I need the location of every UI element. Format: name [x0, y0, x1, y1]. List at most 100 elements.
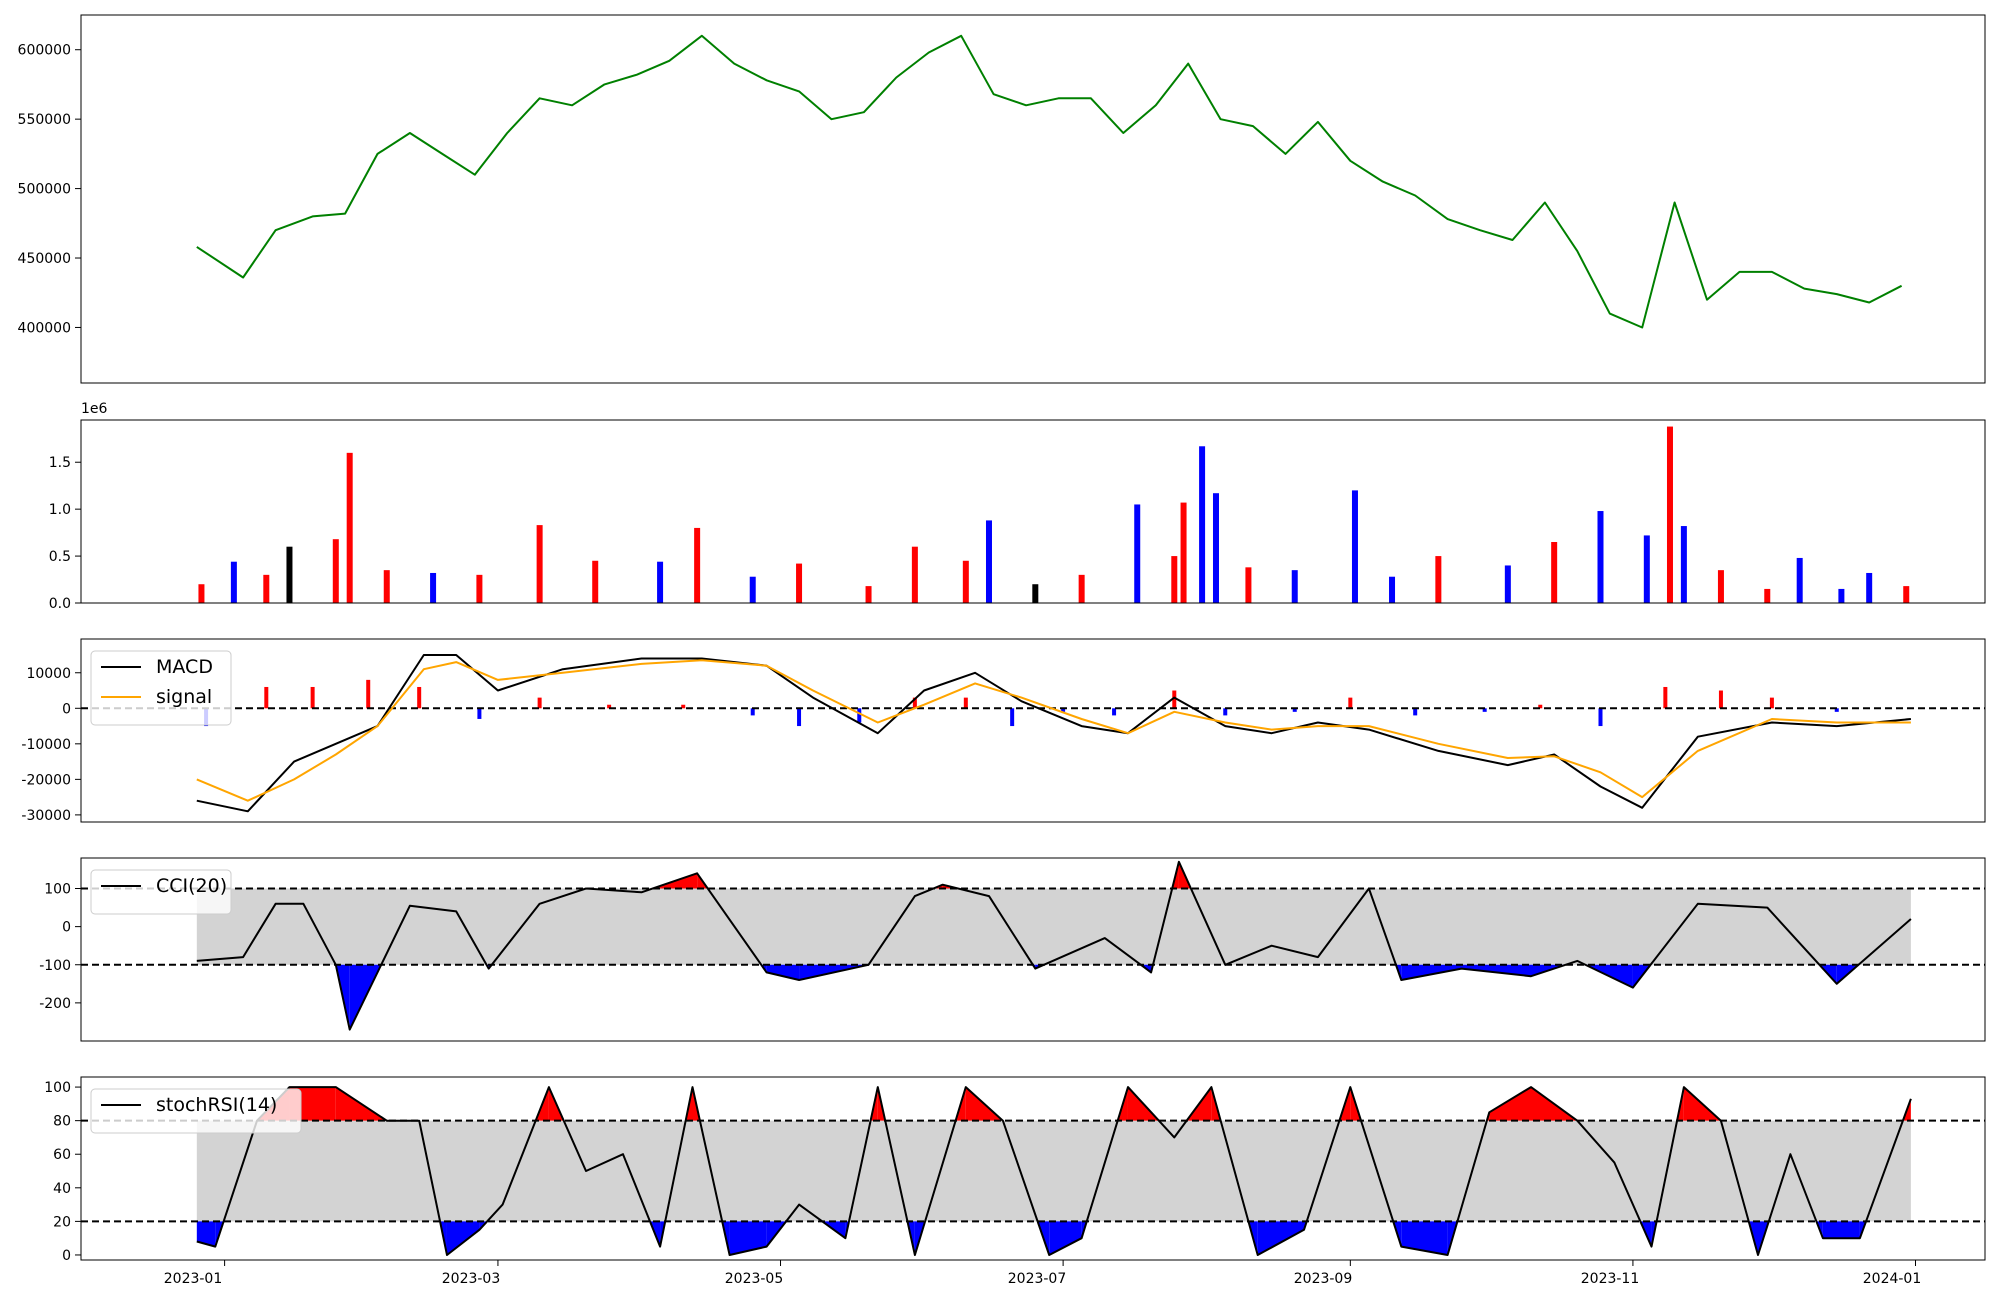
macd-histogram-bar	[1112, 708, 1117, 716]
y-tick-label: 0.0	[49, 596, 71, 612]
macd-histogram-bar	[366, 679, 371, 709]
volume-bar	[430, 572, 437, 603]
axes-frame	[80, 419, 1986, 604]
volume-bar	[1796, 557, 1803, 603]
legend-box	[90, 1088, 302, 1134]
volume-bar	[1838, 588, 1845, 603]
volume-bar	[1504, 565, 1511, 603]
x-tick-label: 2023-03	[442, 1271, 501, 1287]
y-tick-label: -200	[39, 996, 71, 1012]
macd-histogram-bar	[1834, 708, 1839, 712]
y-tick-label: 500000	[18, 182, 71, 198]
volume-panel: 0.0 0.5 1.0 1.5 1e6	[49, 401, 1986, 612]
volume-bar	[1717, 570, 1724, 603]
oversold-fill	[766, 964, 800, 980]
y-tick-label: 0	[62, 1248, 71, 1264]
overbought-fill	[1489, 1087, 1532, 1121]
volume-bar	[1032, 584, 1039, 603]
volume-bar	[1903, 586, 1910, 603]
volume-bar	[1680, 526, 1687, 603]
y-tick-label: 0	[62, 920, 71, 936]
macd-histogram-bar	[750, 708, 755, 716]
macd-histogram-bar	[1223, 708, 1228, 716]
y-tick-label: 100	[44, 1080, 71, 1096]
macd-histogram-bar	[1538, 704, 1543, 709]
macd-histogram-bar	[537, 697, 542, 709]
macd-panel: -30000 -20000 -10000 0 10000 MACD signal	[21, 638, 1986, 824]
y-tick-label: 550000	[18, 112, 71, 128]
legend: stochRSI(14)	[90, 1088, 302, 1134]
y-scale-label: 1e6	[81, 401, 108, 417]
legend-label: CCI(20)	[156, 875, 227, 897]
y-tick-label: 0	[62, 701, 71, 717]
macd-histogram-bar	[477, 708, 482, 719]
y-tick-label: 600000	[18, 43, 71, 59]
macd-histogram-bar	[963, 697, 968, 709]
volume-bar	[1764, 588, 1771, 603]
axes-frame	[80, 857, 1986, 1042]
macd-histogram-bar	[1663, 686, 1668, 709]
macd-histogram-bar	[1413, 708, 1418, 716]
volume-bar	[1171, 556, 1178, 603]
volume-bar	[1389, 576, 1396, 603]
legend: CCI(20)	[90, 869, 232, 915]
volume-bar	[592, 560, 599, 603]
y-tick-label: 60	[53, 1147, 71, 1163]
volume-bar	[865, 586, 872, 603]
volume-bar	[962, 560, 969, 603]
axes-frame	[80, 1076, 1986, 1261]
oversold-fill	[729, 1221, 767, 1255]
volume-bar	[1078, 574, 1085, 603]
y-tick-label: 0.5	[49, 549, 71, 565]
axes-frame	[80, 14, 1986, 384]
macd-histogram-bar	[912, 697, 917, 709]
legend-label: stochRSI(14)	[156, 1094, 277, 1116]
volume-bar	[749, 576, 756, 603]
legend-box	[90, 869, 232, 915]
macd-histogram-bar	[1061, 708, 1066, 712]
volume-bar	[332, 539, 339, 603]
volume-bar	[346, 452, 353, 603]
oversold-fill	[1049, 1221, 1082, 1255]
x-tick-label: 2023-05	[725, 1271, 784, 1287]
neutral-band	[196, 1120, 1911, 1222]
macd-histogram-bar	[1348, 697, 1353, 709]
x-tick-label: 2023-07	[1008, 1271, 1067, 1287]
stochrsi-panel: 0 20 40 60 80 100 stochRSI(14)	[44, 1076, 1986, 1264]
volume-bar	[694, 527, 701, 603]
oversold-fill	[1822, 1221, 1860, 1239]
y-tick-label: -10000	[21, 737, 71, 753]
macd-histogram-bar	[797, 708, 802, 727]
x-tick-label: 2023-11	[1581, 1271, 1640, 1287]
legend-box	[90, 650, 232, 726]
volume-bar	[198, 584, 205, 603]
volume-bar	[230, 561, 237, 603]
price-panel: 400000 450000 500000 550000 600000	[18, 14, 1986, 384]
volume-bar	[383, 570, 390, 603]
macd-histogram-bar	[1598, 708, 1603, 727]
y-tick-label: -20000	[21, 772, 71, 788]
y-tick-label: -30000	[21, 808, 71, 824]
legend: MACD signal	[90, 650, 232, 726]
macd-histogram-bar	[857, 708, 862, 723]
volume-bar	[476, 574, 483, 603]
macd-histogram-bar	[607, 704, 612, 709]
volume-bar	[796, 563, 803, 603]
volume-bar	[536, 525, 543, 603]
cci-20--line	[196, 860, 1912, 1031]
price-line	[196, 34, 1903, 329]
y-tick-label: 1.0	[49, 502, 71, 518]
macd-histogram-bar	[1482, 708, 1487, 712]
volume-bar	[286, 546, 293, 603]
oversold-fill	[446, 1221, 480, 1255]
y-tick-label: 10000	[26, 666, 71, 682]
volume-bar	[1134, 504, 1141, 603]
volume-bar	[1199, 446, 1206, 603]
macd-histogram-bar	[1769, 697, 1774, 709]
volume-bar	[1597, 511, 1604, 603]
oversold-fill	[1401, 1221, 1448, 1255]
volume-bar	[1435, 556, 1442, 603]
volume-bar	[1291, 570, 1298, 603]
signal-line	[196, 659, 1911, 802]
